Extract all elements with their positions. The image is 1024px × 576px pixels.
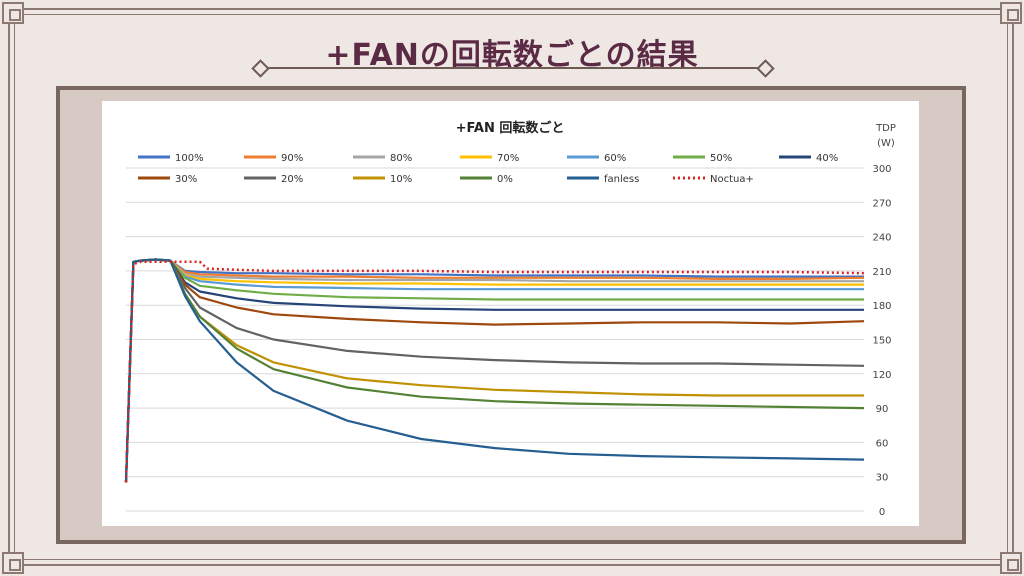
y-tick-label: 60 (876, 438, 889, 449)
slide-frame-inner (14, 14, 1008, 560)
corner-ornament-bottom-left (2, 552, 24, 574)
y-axis-label-watts: (W) (877, 138, 895, 149)
legend-label: 80% (390, 153, 412, 164)
title-underline (262, 67, 762, 69)
y-tick-label: 120 (872, 370, 891, 381)
legend-label: 70% (497, 153, 519, 164)
line-chart: +FAN 回転数ごと TDP (W) 0 30 60 90 120 150 180 210 24… (124, 120, 896, 518)
y-tick-label: 210 (872, 267, 891, 278)
y-tick-label: 300 (872, 164, 891, 175)
y-tick-label: 30 (876, 473, 889, 484)
legend-label: 10% (390, 174, 412, 185)
y-tick-label: 0 (879, 507, 885, 518)
y-tick-label: 150 (872, 336, 891, 347)
series-line (124, 258, 865, 483)
y-tick-label: 180 (872, 301, 891, 312)
slide-frame-outer (8, 8, 1014, 566)
legend-label: 20% (281, 174, 303, 185)
y-axis-label-unit: TDP (875, 123, 896, 134)
legend-label: fanless (604, 174, 639, 185)
y-tick-label: 90 (876, 404, 889, 415)
series-line (124, 260, 865, 483)
chart-area: +FAN 回転数ごと TDP (W) 0 30 60 90 120 150 180 210 24… (102, 101, 919, 526)
legend-label: 90% (281, 153, 303, 164)
legend-label: 50% (710, 153, 732, 164)
corner-ornament-bottom-right (1000, 552, 1022, 574)
y-tick-label: 240 (872, 233, 891, 244)
legend-label: 0% (497, 174, 513, 185)
y-tick-label: 270 (872, 198, 891, 209)
corner-ornament-top-left (2, 2, 24, 24)
chart-title: +FAN 回転数ごと (456, 120, 565, 136)
legend-label: 60% (604, 153, 626, 164)
legend-label: 30% (175, 174, 197, 185)
legend-label: Noctua+ (710, 174, 754, 185)
legend-label: 40% (816, 153, 838, 164)
legend-label: 100% (175, 153, 204, 164)
corner-ornament-top-right (1000, 2, 1022, 24)
